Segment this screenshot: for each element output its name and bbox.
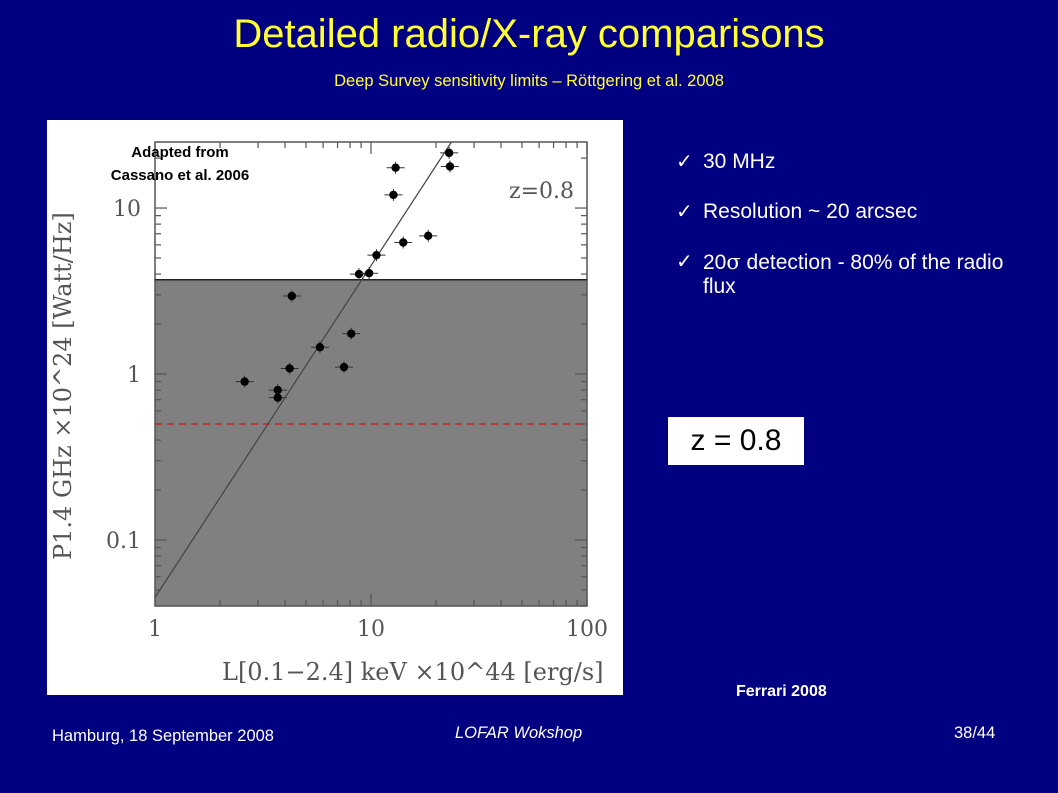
data-point (372, 250, 381, 260)
data-point (287, 291, 297, 301)
y-tick-label: 1 (127, 363, 141, 388)
y-axis-label: P1.4 GHz ×10^24 [Watt/Hz] (49, 212, 77, 560)
bullet-item: ✓ Resolution ~ 20 arcsec (676, 200, 1016, 224)
data-point (399, 238, 408, 247)
footer-location-date: Hamburg, 18 September 2008 (52, 727, 274, 745)
fit-line (154, 141, 452, 598)
checkmark-icon: ✓ (676, 151, 693, 173)
data-point (315, 343, 325, 352)
redshift-annotation: z=0.8 (509, 179, 574, 204)
data-point (424, 231, 433, 241)
bullet-item: ✓ 20σ detection - 80% of the radio flux (676, 250, 1016, 299)
slide-title: Detailed radio/X-ray comparisons (233, 12, 825, 56)
sigma-symbol: σ (726, 250, 741, 274)
scatter-chart: 1 10 100 0.1 1 10 z=0.8 L[0.1−2.4] keV ×10^44… (49, 141, 608, 686)
bullet-text: 20σ detection - 80% of the radio flux (703, 250, 1004, 298)
data-point (364, 268, 374, 278)
credit-label: Ferrari 2008 (736, 683, 827, 700)
footer-event: LOFAR Wokshop (455, 724, 583, 742)
data-point (444, 148, 454, 158)
data-point (273, 393, 282, 402)
x-axis-label: L[0.1−2.4] keV ×10^44 [erg/s] (222, 658, 604, 686)
x-tick-label: 100 (566, 617, 608, 642)
adapted-line-2: Cassano et al. 2006 (110, 167, 250, 184)
checkmark-icon: ✓ (676, 201, 693, 223)
checkmark-icon: ✓ (676, 251, 693, 273)
x-tick-label: 10 (357, 617, 385, 642)
bullet-text: 30 MHz (703, 150, 776, 173)
data-point (391, 163, 400, 172)
x-tick-label: 1 (148, 617, 162, 642)
data-point (339, 362, 349, 372)
scatter-figure: 1 10 100 0.1 1 10 z=0.8 L[0.1−2.4] keV ×10^44… (47, 120, 623, 695)
data-point (354, 269, 364, 279)
sensitivity-shaded-region (155, 279, 587, 606)
y-tick-label: 10 (113, 197, 141, 222)
data-point (389, 190, 398, 200)
data-point (445, 162, 455, 171)
bullet-text: Resolution ~ 20 arcsec (703, 200, 918, 223)
footer-page-number: 38/44 (954, 724, 996, 742)
data-point (285, 364, 294, 373)
bullet-item: ✓ 30 MHz (676, 150, 1016, 174)
data-point (347, 329, 356, 338)
adapted-note: Adapted from Cassano et al. 2006 (72, 141, 288, 187)
bullet-list: ✓ 30 MHz ✓ Resolution ~ 20 arcsec ✓ 20σ … (676, 150, 1016, 325)
redshift-box: z = 0.8 (668, 417, 804, 465)
y-tick-label: 0.1 (106, 529, 141, 554)
data-point (240, 377, 249, 386)
slide-subtitle: Deep Survey sensitivity limits – Röttger… (334, 72, 724, 90)
adapted-line-1: Adapted from (131, 144, 229, 161)
data-point (273, 385, 282, 395)
